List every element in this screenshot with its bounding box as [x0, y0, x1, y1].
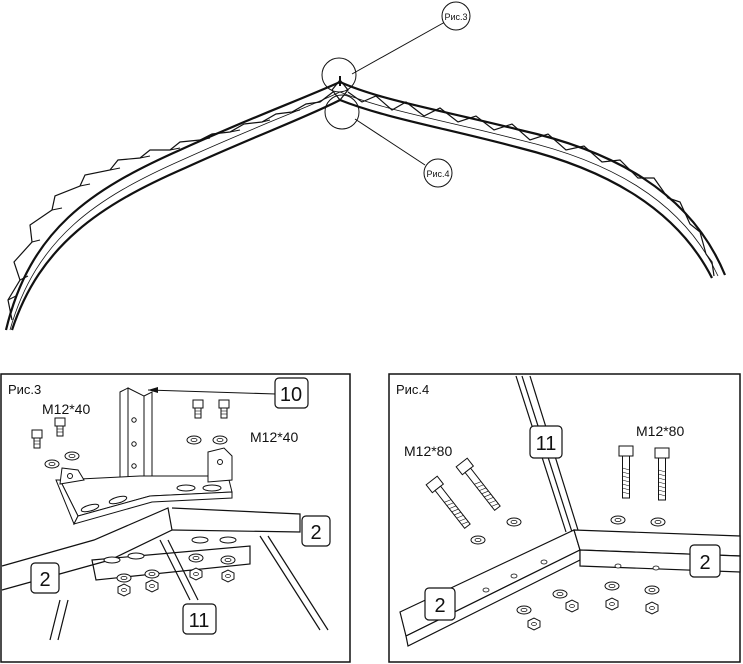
callout-fig3-label: Рис.3	[444, 12, 467, 22]
fig4-bolt-label-right: M12*80	[636, 423, 684, 439]
fig3-bolt-label-left: M12*40	[42, 401, 90, 417]
fig3-part10-tag: 10	[274, 377, 309, 409]
svg-text:2: 2	[434, 595, 445, 617]
svg-text:11: 11	[536, 433, 557, 455]
fig4-part2-right-tag: 2	[689, 544, 721, 578]
svg-text:10: 10	[280, 384, 302, 406]
fig3-part2-left-tag: 2	[30, 562, 60, 594]
fig4-bolt-label-left: M12*80	[404, 443, 452, 459]
fig4-part2-left-tag: 2	[424, 587, 456, 621]
fig3-part2-right-tag: 2	[301, 515, 331, 547]
fig3-panel	[0, 373, 351, 663]
callout-fig3	[321, 1, 471, 93]
svg-text:11: 11	[189, 610, 210, 632]
truss-arch	[4, 76, 727, 331]
fig4-part11-tag: 11	[529, 425, 563, 459]
fig3-part11-tag: 11	[182, 603, 217, 635]
svg-text:2: 2	[310, 522, 321, 544]
fig4-title: Рис.4	[396, 382, 429, 397]
fig3-bolt-label-right: M12*40	[250, 429, 298, 445]
callout-fig4	[324, 94, 453, 188]
svg-text:2: 2	[39, 569, 50, 591]
callout-fig4-label: Рис.4	[426, 169, 449, 179]
svg-text:2: 2	[699, 552, 710, 574]
fig3-title: Рис.3	[8, 382, 41, 397]
